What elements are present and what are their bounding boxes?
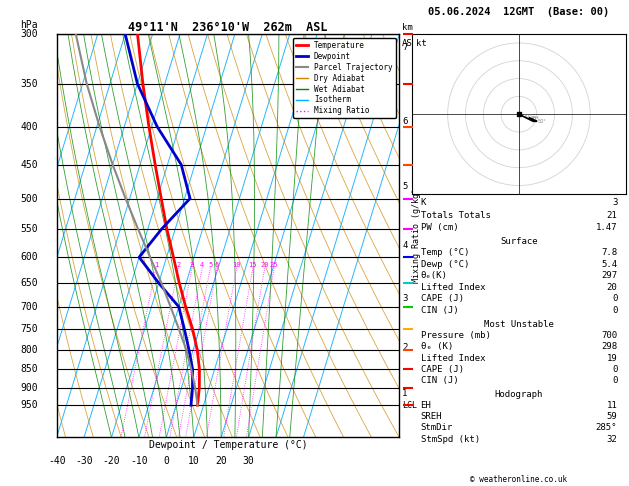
Text: 1.47: 1.47 <box>596 223 617 232</box>
Text: 0: 0 <box>612 294 617 303</box>
Text: -30: -30 <box>75 455 93 466</box>
Text: 600: 600 <box>20 252 38 262</box>
Text: Most Unstable: Most Unstable <box>484 319 554 329</box>
Text: 19: 19 <box>606 353 617 363</box>
Text: 450: 450 <box>20 159 38 170</box>
Text: EH: EH <box>421 401 431 410</box>
Text: 500: 500 <box>20 193 38 204</box>
Text: 5: 5 <box>208 262 213 268</box>
Legend: Temperature, Dewpoint, Parcel Trajectory, Dry Adiabat, Wet Adiabat, Isotherm, Mi: Temperature, Dewpoint, Parcel Trajectory… <box>293 38 396 119</box>
Text: hPa: hPa <box>20 20 38 30</box>
Text: 3: 3 <box>190 262 194 268</box>
Text: 297: 297 <box>601 271 617 280</box>
Text: 650: 650 <box>20 278 38 288</box>
Text: 0: 0 <box>612 306 617 314</box>
Text: 0: 0 <box>612 365 617 374</box>
Text: 700: 700 <box>601 331 617 340</box>
Text: 11: 11 <box>606 401 617 410</box>
Text: 4: 4 <box>200 262 204 268</box>
Text: 1: 1 <box>154 262 158 268</box>
Text: 0: 0 <box>612 376 617 385</box>
Text: CAPE (J): CAPE (J) <box>421 294 464 303</box>
Text: K: K <box>421 198 426 208</box>
Text: 5.4: 5.4 <box>601 260 617 269</box>
Text: 7.8: 7.8 <box>601 248 617 258</box>
Text: 59: 59 <box>606 412 617 421</box>
Text: © weatheronline.co.uk: © weatheronline.co.uk <box>470 474 567 484</box>
Text: CAPE (J): CAPE (J) <box>421 365 464 374</box>
Text: 800: 800 <box>20 345 38 355</box>
Text: 550: 550 <box>20 224 38 234</box>
Text: 700: 700 <box>20 302 38 312</box>
Text: Lifted Index: Lifted Index <box>421 283 485 292</box>
Text: Hodograph: Hodograph <box>495 390 543 399</box>
Text: CIN (J): CIN (J) <box>421 306 458 314</box>
Text: 900: 900 <box>20 383 38 393</box>
Text: 20: 20 <box>606 283 617 292</box>
Text: Totals Totals: Totals Totals <box>421 210 491 220</box>
Text: 20: 20 <box>215 455 227 466</box>
Text: StmDir: StmDir <box>421 423 453 433</box>
Text: 10: 10 <box>188 455 199 466</box>
Text: ASL: ASL <box>402 39 418 48</box>
Text: 4: 4 <box>402 241 408 250</box>
Text: LCL: LCL <box>402 400 417 410</box>
Text: 5: 5 <box>402 182 408 191</box>
Text: 7: 7 <box>402 43 408 52</box>
Text: 3: 3 <box>402 294 408 303</box>
Text: -20: -20 <box>103 455 120 466</box>
Text: 400: 400 <box>20 122 38 132</box>
Text: 6: 6 <box>402 117 408 126</box>
Text: PW (cm): PW (cm) <box>421 223 458 232</box>
Text: Temp (°C): Temp (°C) <box>421 248 469 258</box>
Text: θₑ (K): θₑ (K) <box>421 342 453 351</box>
Text: Pressure (mb): Pressure (mb) <box>421 331 491 340</box>
Text: 70°: 70° <box>530 116 539 121</box>
Text: 285°: 285° <box>596 423 617 433</box>
Text: Dewp (°C): Dewp (°C) <box>421 260 469 269</box>
Title: 49°11'N  236°10'W  262m  ASL: 49°11'N 236°10'W 262m ASL <box>128 21 328 34</box>
Text: 25: 25 <box>270 262 279 268</box>
Text: 300: 300 <box>20 29 38 39</box>
Text: 1: 1 <box>402 389 408 399</box>
Text: 3: 3 <box>612 198 617 208</box>
Text: kt: kt <box>416 39 427 48</box>
Text: 32: 32 <box>606 434 617 444</box>
Text: 298: 298 <box>601 342 617 351</box>
Text: Surface: Surface <box>500 237 538 246</box>
Text: Mixing Ratio (g/kg): Mixing Ratio (g/kg) <box>412 188 421 283</box>
Text: StmSpd (kt): StmSpd (kt) <box>421 434 480 444</box>
Text: SREH: SREH <box>421 412 442 421</box>
Text: 2: 2 <box>176 262 181 268</box>
Text: 950: 950 <box>20 400 38 410</box>
Text: 850: 850 <box>20 364 38 374</box>
Text: 6: 6 <box>215 262 219 268</box>
Text: θₑ(K): θₑ(K) <box>421 271 447 280</box>
Text: 0: 0 <box>164 455 169 466</box>
Text: 2: 2 <box>402 343 408 352</box>
Text: -10: -10 <box>130 455 148 466</box>
Text: 10°: 10° <box>523 114 532 119</box>
Text: 10: 10 <box>232 262 241 268</box>
Text: -40: -40 <box>48 455 65 466</box>
X-axis label: Dewpoint / Temperature (°C): Dewpoint / Temperature (°C) <box>148 440 308 450</box>
Text: 750: 750 <box>20 324 38 334</box>
Text: 350: 350 <box>20 79 38 88</box>
Text: Lifted Index: Lifted Index <box>421 353 485 363</box>
Text: 20: 20 <box>260 262 269 268</box>
Text: 30°: 30° <box>530 117 539 122</box>
Text: 50°: 50° <box>538 119 547 124</box>
Text: CIN (J): CIN (J) <box>421 376 458 385</box>
Text: 21: 21 <box>606 210 617 220</box>
Text: km: km <box>402 23 413 32</box>
Text: 30: 30 <box>243 455 255 466</box>
Text: 15: 15 <box>248 262 257 268</box>
Text: 05.06.2024  12GMT  (Base: 00): 05.06.2024 12GMT (Base: 00) <box>428 7 610 17</box>
